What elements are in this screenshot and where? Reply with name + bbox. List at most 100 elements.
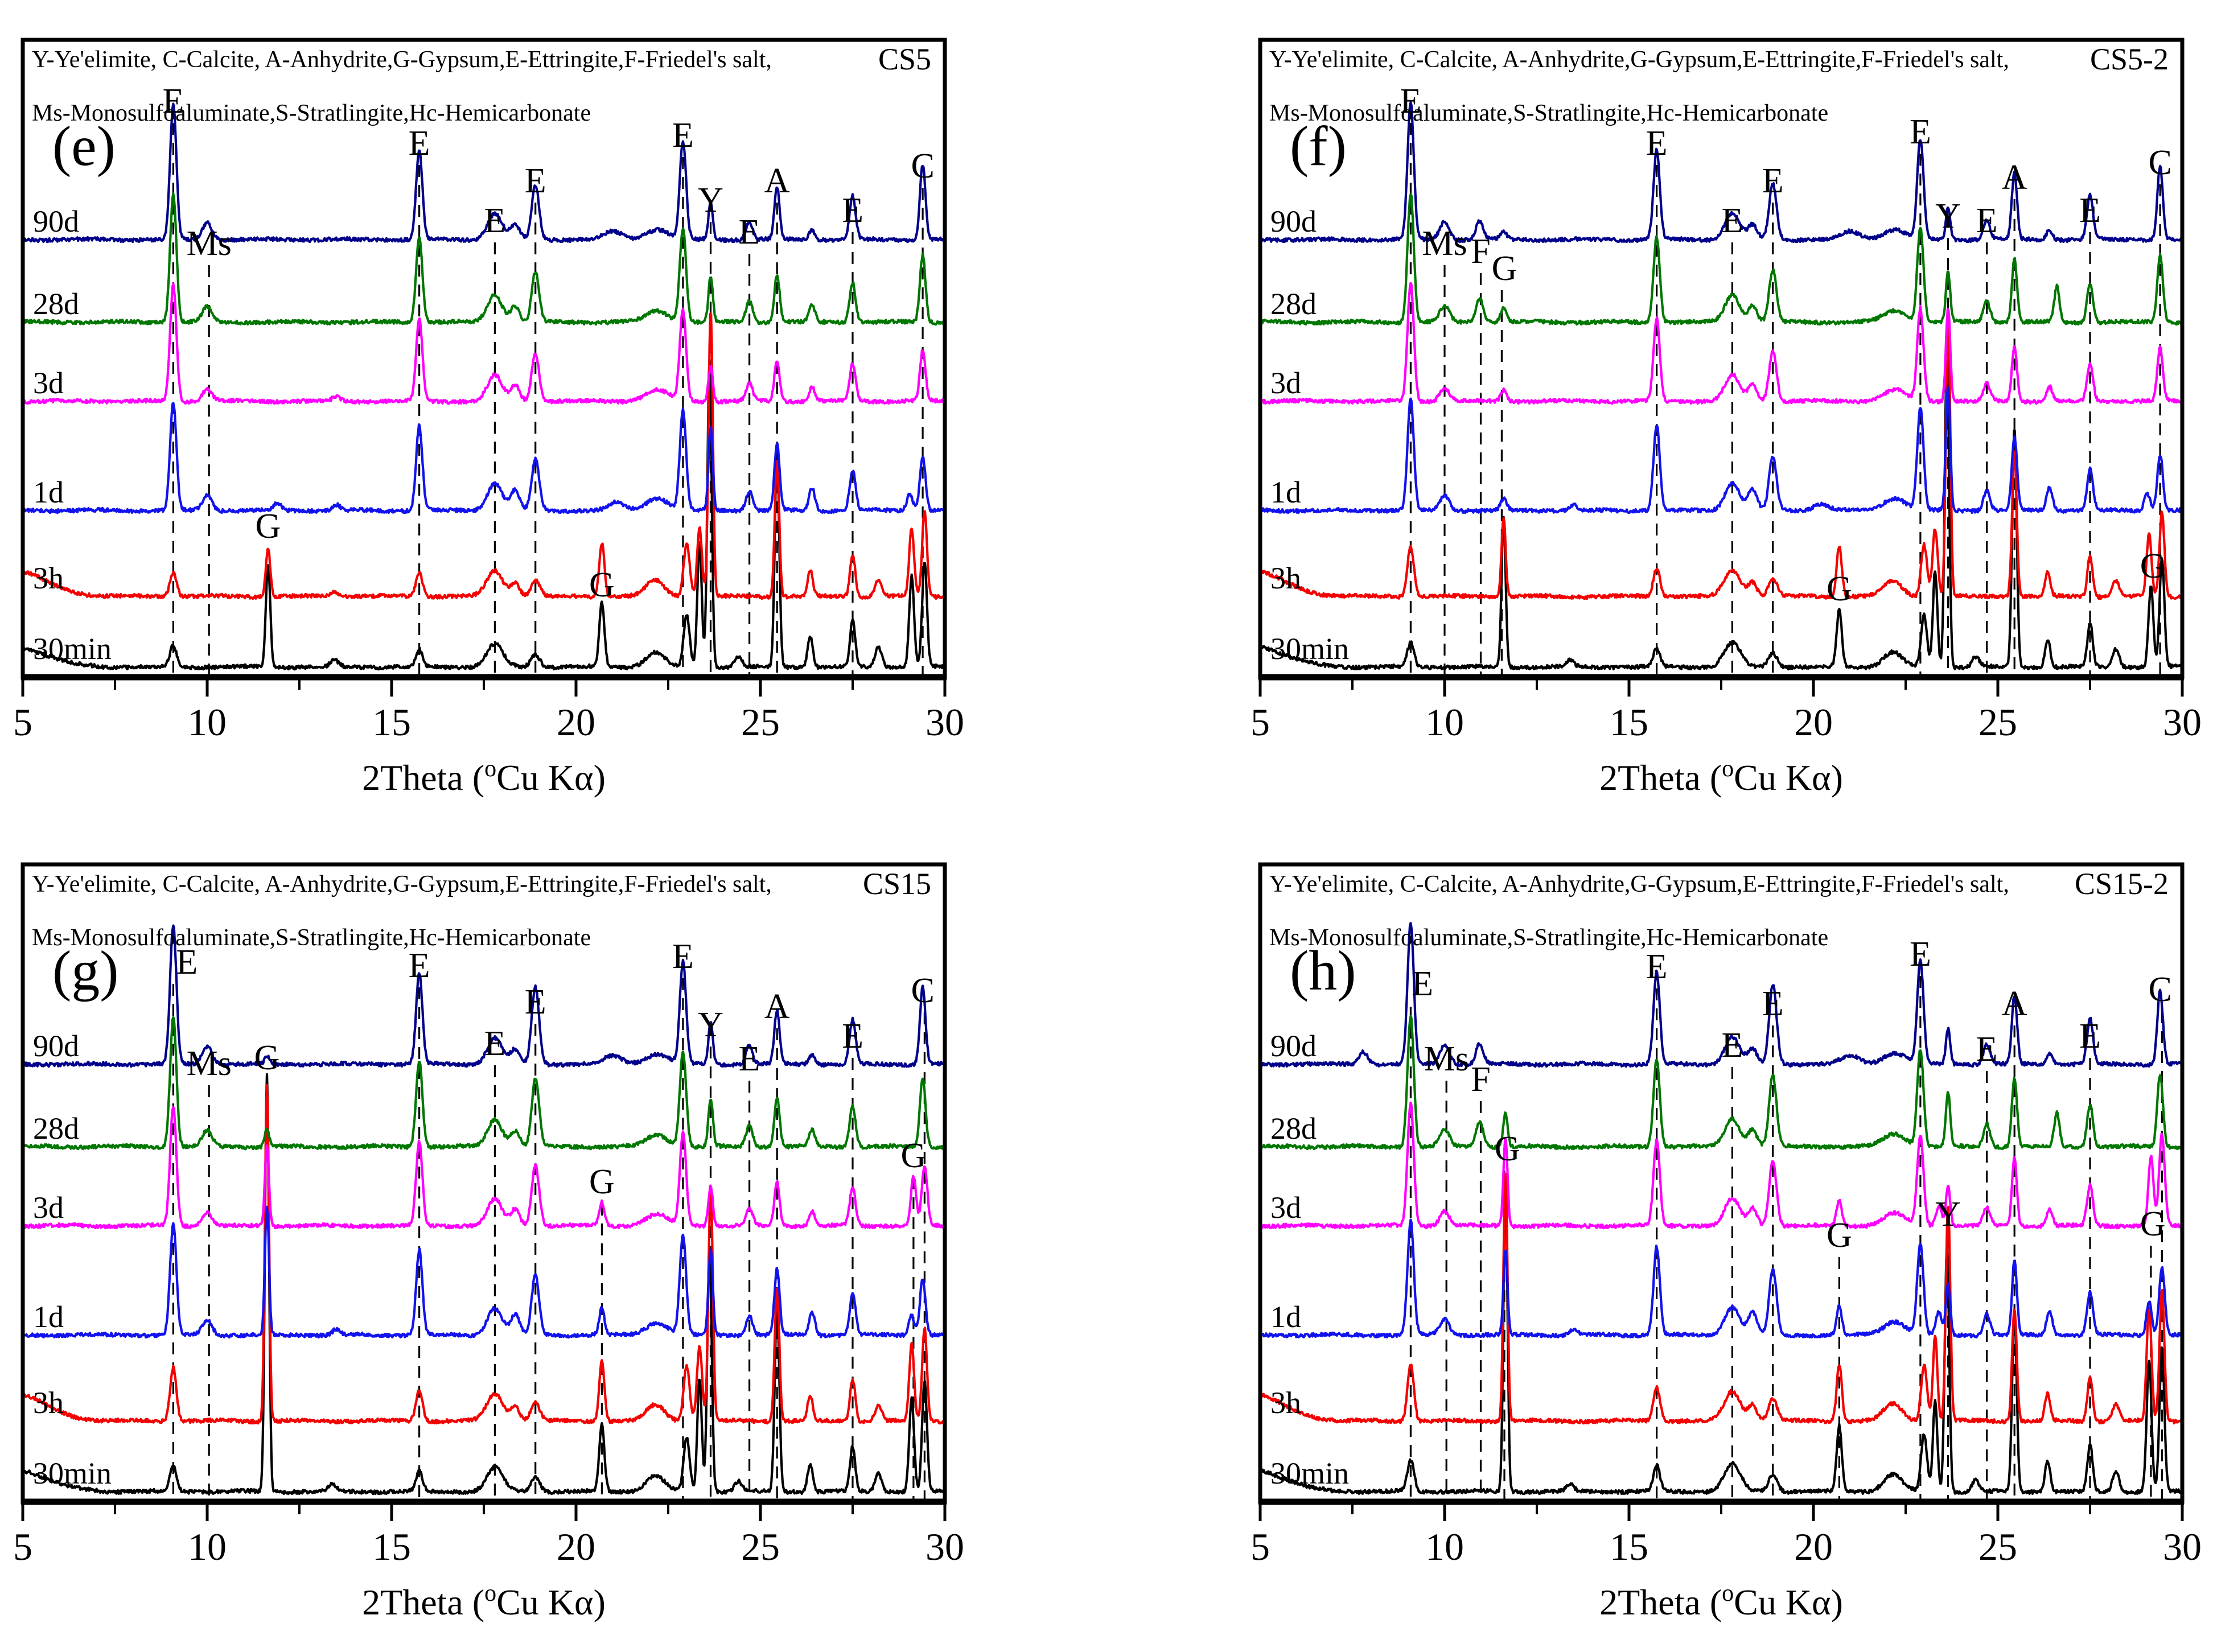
peak-label-e: E xyxy=(1646,124,1668,163)
peak-label-e: E xyxy=(672,116,694,155)
peak-label-e: E xyxy=(1910,935,1931,974)
peak-label-e: E xyxy=(525,983,546,1021)
curve-age-label-90d: 90d xyxy=(33,204,79,238)
peak-label-e: E xyxy=(1762,162,1784,200)
legend-line-2: Ms-Monosulfoaluminate,S-Stratlingite,Hc-… xyxy=(1269,100,1828,126)
peak-label-g: G xyxy=(256,507,281,546)
peak-label-y: Y xyxy=(1935,1195,1961,1234)
curve-age-label-1d: 1d xyxy=(33,475,64,509)
curve-age-label-3h: 3h xyxy=(1270,1386,1301,1420)
peak-label-e: E xyxy=(525,162,546,200)
legend-line-2: Ms-Monosulfoaluminate,S-Stratlingite,Hc-… xyxy=(1269,925,1828,951)
x-tick-label: 25 xyxy=(741,701,780,744)
xrd-curve-3h xyxy=(22,1084,945,1425)
x-tick-label: 20 xyxy=(1794,701,1833,744)
x-tick-label: 25 xyxy=(1978,1525,2017,1568)
panel-background xyxy=(1106,0,2213,825)
peak-label-y: Y xyxy=(1935,197,1961,236)
peak-label-e: E xyxy=(1400,82,1421,121)
peak-label-c: C xyxy=(2148,970,2171,1009)
panel-e-chart: 30min 3h 1d 3d 28d 90d 5 10 15 20 25 30 2Theta (oCu … xyxy=(0,0,1106,825)
xrd-curve-30min xyxy=(22,1073,946,1496)
xrd-curve-30min xyxy=(22,359,945,671)
peak-label-c: C xyxy=(2148,143,2171,182)
xrd-curve-28d xyxy=(1259,193,2183,326)
legend-line-1: Y-Ye'elimite, C-Calcite, A-Anhydrite,G-G… xyxy=(32,871,772,897)
x-tick-label: 15 xyxy=(1610,1525,1648,1568)
xrd-curve-1d xyxy=(22,1205,946,1339)
x-tick-label: 5 xyxy=(13,1525,32,1568)
xrd-curve-3d xyxy=(22,1106,946,1230)
legend-line-2: Ms-Monosulfoaluminate,S-Stratlingite,Hc-… xyxy=(32,100,591,126)
curve-age-label-28d: 28d xyxy=(1270,287,1317,321)
sample-id-label: CS15-2 xyxy=(2075,867,2169,901)
curve-age-label-3h: 3h xyxy=(33,1386,64,1420)
xrd-curve-90d xyxy=(22,102,946,244)
peak-label-g: G xyxy=(254,1039,280,1077)
xrd-curve-3h xyxy=(21,312,945,600)
panel-e-cell: 30min 3h 1d 3d 28d 90d 5 10 15 20 25 30 2Theta (oCu … xyxy=(0,0,1106,825)
panel-background xyxy=(1106,825,2213,1649)
peak-label-a: A xyxy=(764,987,790,1026)
panel-background xyxy=(0,825,1106,1649)
panel-f-chart: 30min 3h 1d 3d 28d 90d 5 10 15 20 25 30 2Theta (oCu … xyxy=(1106,0,2213,825)
x-tick-label: 30 xyxy=(925,701,964,744)
curve-age-label-30min: 30min xyxy=(1270,1456,1349,1490)
panel-letter: (f) xyxy=(1290,114,1347,178)
curve-age-label-28d: 28d xyxy=(33,287,79,321)
peak-label-e: E xyxy=(409,124,430,163)
x-tick-label: 15 xyxy=(372,701,411,744)
panel-h-chart: 30min 3h 1d 3d 28d 90d 5 10 15 20 25 30 2Theta (oCu … xyxy=(1106,825,2213,1649)
peak-label-a: A xyxy=(2002,158,2027,197)
curve-age-label-30min: 30min xyxy=(33,1456,112,1490)
peak-label-e: E xyxy=(1762,984,1784,1023)
xrd-curve-3d xyxy=(1259,1101,2183,1230)
curve-age-label-30min: 30min xyxy=(33,632,112,666)
x-tick-label: 10 xyxy=(188,1525,227,1568)
peak-label-e: E xyxy=(1722,201,1743,240)
curve-age-label-90d: 90d xyxy=(1270,1029,1317,1063)
xrd-curve-28d xyxy=(22,1016,945,1151)
legend-line-1: Y-Ye'elimite, C-Calcite, A-Anhydrite,G-G… xyxy=(1269,871,2009,897)
x-tick-label: 25 xyxy=(741,1525,780,1568)
peak-label-a: A xyxy=(2002,984,2027,1023)
xrd-curve-1d xyxy=(1259,386,2183,514)
curve-age-label-3d: 3d xyxy=(1270,1190,1301,1225)
peak-label-g: G xyxy=(1827,1216,1852,1255)
peak-label-e: E xyxy=(2079,1017,2101,1056)
peak-label-f: F xyxy=(1471,232,1490,271)
peak-label-e: E xyxy=(409,946,430,985)
x-tick-label: 10 xyxy=(1425,701,1464,744)
peak-label-e: E xyxy=(484,201,506,240)
peak-label-f: F xyxy=(1471,1060,1490,1099)
xrd-curve-90d xyxy=(1260,101,2183,244)
peak-label-e: E xyxy=(672,937,694,976)
peak-label-c: C xyxy=(911,971,934,1010)
peak-label-e: E xyxy=(1722,1026,1743,1065)
peak-label-e: E xyxy=(1910,113,1931,151)
xrd-curve-90d xyxy=(22,924,946,1068)
x-tick-label: 20 xyxy=(557,701,595,744)
peak-label-y: Y xyxy=(698,1006,723,1044)
x-tick-label: 10 xyxy=(1425,1525,1464,1568)
x-axis-title: 2Theta (oCu Kα) xyxy=(362,756,606,798)
peak-label-g: G xyxy=(1827,570,1852,608)
sample-id-label: CS5-2 xyxy=(2090,42,2169,76)
curve-age-label-1d: 1d xyxy=(33,1300,64,1334)
panel-f-cell: 30min 3h 1d 3d 28d 90d 5 10 15 20 25 30 2Theta (oCu … xyxy=(1106,0,2213,825)
x-tick-label: 5 xyxy=(1251,1525,1270,1568)
x-tick-label: 30 xyxy=(2163,1525,2202,1568)
peak-label-g: G xyxy=(2140,547,2166,586)
peak-label-e: E xyxy=(2079,191,2101,230)
xrd-curve-3h xyxy=(1259,1172,2183,1425)
peak-label-e: E xyxy=(1412,965,1433,1003)
peak-label-a: A xyxy=(764,162,790,200)
legend-line-1: Y-Ye'elimite, C-Calcite, A-Anhydrite,G-G… xyxy=(32,47,772,73)
panel-g-chart: 30min 3h 1d 3d 28d 90d 5 10 15 20 25 30 2Theta (oCu … xyxy=(0,825,1106,1649)
legend-line-1: Y-Ye'elimite, C-Calcite, A-Anhydrite,G-G… xyxy=(1269,47,2009,73)
xrd-curve-3d xyxy=(22,282,946,405)
curve-age-label-90d: 90d xyxy=(33,1029,79,1063)
panel-letter: (e) xyxy=(52,114,116,178)
x-tick-label: 25 xyxy=(1978,701,2017,744)
x-tick-label: 15 xyxy=(1610,701,1648,744)
